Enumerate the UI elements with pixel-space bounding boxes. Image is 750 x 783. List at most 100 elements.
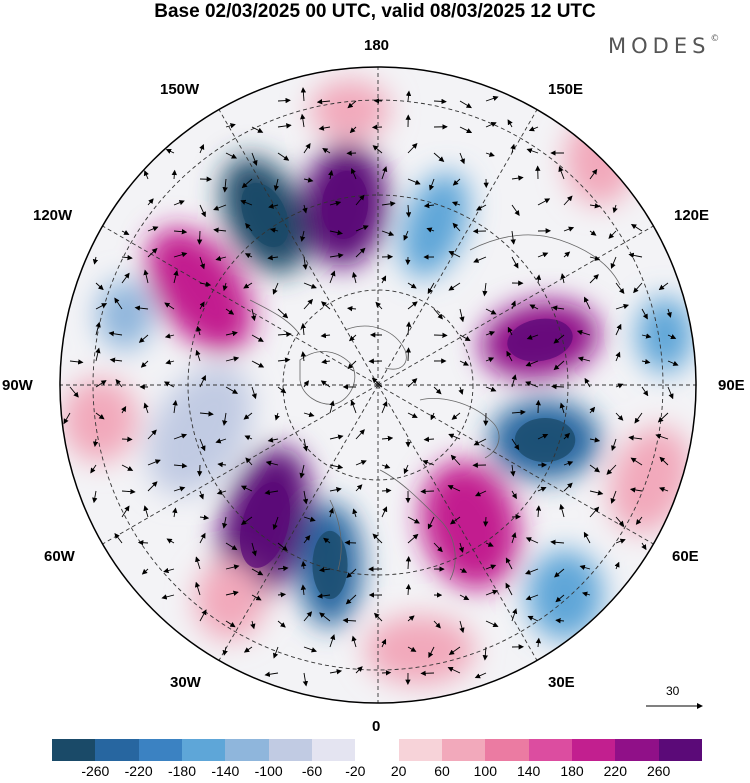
wind-arrow xyxy=(535,274,542,284)
wind-arrow xyxy=(525,594,539,601)
wind-arrow xyxy=(448,282,461,291)
wind-arrow xyxy=(452,222,461,232)
wind-arrow xyxy=(405,347,412,362)
wind-arrow xyxy=(114,297,123,310)
wind-arrow xyxy=(614,561,620,570)
wind-arrow xyxy=(225,386,239,394)
wind-arrow xyxy=(459,567,468,573)
wind-arrow xyxy=(163,381,175,388)
wind-arrow xyxy=(355,666,363,674)
wind-arrow xyxy=(222,646,228,656)
reference-vector: 30 xyxy=(646,684,703,709)
wind-arrow xyxy=(121,488,136,495)
wind-arrow xyxy=(641,333,652,339)
wind-arrow xyxy=(355,460,367,466)
wind-arrow xyxy=(433,620,441,629)
wind-arrow xyxy=(381,275,387,284)
anomaly-blob xyxy=(637,297,693,373)
anomaly-core xyxy=(239,482,291,568)
wind-arrow xyxy=(606,464,617,475)
wind-arrow xyxy=(433,542,443,553)
wind-arrow xyxy=(485,151,495,157)
wind-arrow xyxy=(482,282,488,297)
wind-arrow xyxy=(583,296,591,310)
wind-arrow xyxy=(173,486,186,492)
wind-arrow xyxy=(243,282,253,289)
wind-arrow xyxy=(430,412,436,421)
colorbar-tick-label: -140 xyxy=(211,763,240,779)
wind-arrow xyxy=(667,334,677,340)
colorbar-swatch xyxy=(181,739,226,761)
wind-arrow xyxy=(147,459,161,466)
wind-arrow xyxy=(240,485,253,492)
colorbar-swatch xyxy=(441,739,486,761)
wind-arrow xyxy=(381,230,395,237)
wind-arrow xyxy=(195,349,201,362)
wind-arrow xyxy=(277,386,287,394)
map-title: Base 02/03/2025 00 UTC, valid 08/03/2025… xyxy=(154,1,596,22)
wind-arrow xyxy=(525,381,539,388)
wind-arrow xyxy=(448,433,461,440)
lon-label-60e: 60E xyxy=(672,548,699,565)
wind-arrow xyxy=(329,270,336,284)
wind-arrow xyxy=(329,400,335,414)
wind-arrow xyxy=(319,612,331,622)
wind-arrow xyxy=(199,532,206,544)
wind-arrow xyxy=(240,516,253,525)
wind-arrow xyxy=(251,386,257,400)
colorbar-swatch xyxy=(355,739,399,761)
wind-arrow xyxy=(589,274,599,284)
lon-label-90w: 90W xyxy=(2,377,33,394)
wind-arrow xyxy=(199,256,206,270)
wind-arrow xyxy=(459,594,470,601)
wind-arrow xyxy=(302,490,309,505)
wind-arrow xyxy=(458,542,464,553)
wind-arrow xyxy=(630,457,643,466)
wind-arrow xyxy=(559,503,565,518)
meridian-line xyxy=(377,384,544,672)
wind-arrow xyxy=(300,230,306,242)
meridian-line xyxy=(212,98,379,386)
anomaly-blob xyxy=(310,80,390,140)
wind-arrow xyxy=(250,620,256,630)
colorbar-tick-label: -220 xyxy=(124,763,153,779)
colorbar-tick-label: 180 xyxy=(560,763,584,779)
wind-arrow xyxy=(264,489,279,496)
wind-arrow xyxy=(450,454,461,466)
wind-arrow xyxy=(527,615,539,622)
wind-arrow xyxy=(407,178,421,185)
colorbar xyxy=(52,739,702,761)
wind-arrow xyxy=(267,437,279,443)
meridian-line xyxy=(377,219,665,386)
wind-arrow xyxy=(166,538,175,544)
wind-arrow xyxy=(537,433,549,440)
wind-arrow xyxy=(405,583,412,596)
wind-arrow xyxy=(222,282,228,292)
wind-arrow xyxy=(147,198,154,206)
colorbar-swatch xyxy=(658,739,702,761)
wind-arrow xyxy=(407,646,417,652)
wind-arrow xyxy=(563,460,574,466)
wind-arrow xyxy=(251,568,264,576)
wind-arrow xyxy=(195,556,201,570)
wind-arrow xyxy=(172,507,178,518)
wind-arrow xyxy=(199,204,206,218)
lon-label-30e: 30E xyxy=(548,674,575,691)
wind-arrow xyxy=(251,594,262,601)
wind-arrow xyxy=(243,646,253,653)
wind-arrow xyxy=(143,505,149,518)
wind-arrow xyxy=(427,516,435,530)
wind-arrow xyxy=(143,269,149,284)
wind-arrow xyxy=(300,113,306,128)
colorbar-swatch xyxy=(225,739,269,761)
wind-arrow xyxy=(537,252,549,258)
wind-arrow xyxy=(321,301,331,310)
wind-arrow xyxy=(250,308,257,322)
anomaly-blob xyxy=(420,460,520,590)
wind-arrow xyxy=(511,204,520,216)
wind-arrow xyxy=(485,564,497,570)
wind-arrow xyxy=(225,590,239,596)
wind-arrow xyxy=(641,386,649,397)
wind-arrow xyxy=(473,438,487,446)
lon-label-180: 180 xyxy=(364,37,390,54)
